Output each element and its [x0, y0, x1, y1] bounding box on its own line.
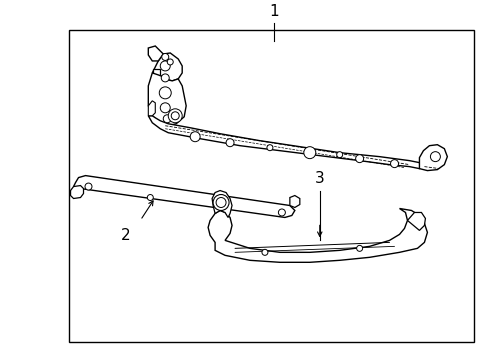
Bar — [69, 30, 473, 342]
Circle shape — [356, 246, 362, 251]
Circle shape — [336, 152, 342, 158]
Circle shape — [278, 209, 285, 216]
Polygon shape — [153, 69, 160, 76]
Circle shape — [161, 74, 169, 82]
Polygon shape — [73, 176, 294, 217]
Circle shape — [160, 103, 170, 113]
Circle shape — [429, 152, 440, 162]
Circle shape — [355, 155, 363, 163]
Polygon shape — [148, 73, 186, 126]
Circle shape — [147, 194, 153, 201]
Polygon shape — [212, 190, 232, 217]
Text: 2: 2 — [121, 228, 130, 243]
Circle shape — [213, 194, 228, 211]
Circle shape — [162, 54, 168, 60]
Polygon shape — [148, 101, 155, 116]
Polygon shape — [407, 212, 425, 230]
Circle shape — [85, 183, 92, 190]
Circle shape — [159, 87, 171, 99]
Polygon shape — [148, 46, 163, 61]
Polygon shape — [208, 208, 427, 262]
Circle shape — [168, 109, 182, 123]
Circle shape — [217, 203, 223, 208]
Polygon shape — [70, 185, 83, 198]
Circle shape — [303, 147, 315, 159]
Circle shape — [266, 145, 272, 151]
Polygon shape — [148, 116, 424, 168]
Circle shape — [390, 159, 398, 168]
Circle shape — [262, 249, 267, 255]
Circle shape — [167, 59, 173, 65]
Polygon shape — [419, 145, 447, 171]
Text: 1: 1 — [268, 4, 278, 19]
Polygon shape — [289, 195, 299, 207]
Circle shape — [160, 61, 170, 71]
Circle shape — [216, 198, 225, 207]
Text: 3: 3 — [314, 171, 324, 185]
Circle shape — [163, 115, 171, 123]
Circle shape — [225, 139, 234, 147]
Circle shape — [171, 112, 179, 120]
Polygon shape — [152, 53, 182, 81]
Circle shape — [190, 132, 200, 142]
